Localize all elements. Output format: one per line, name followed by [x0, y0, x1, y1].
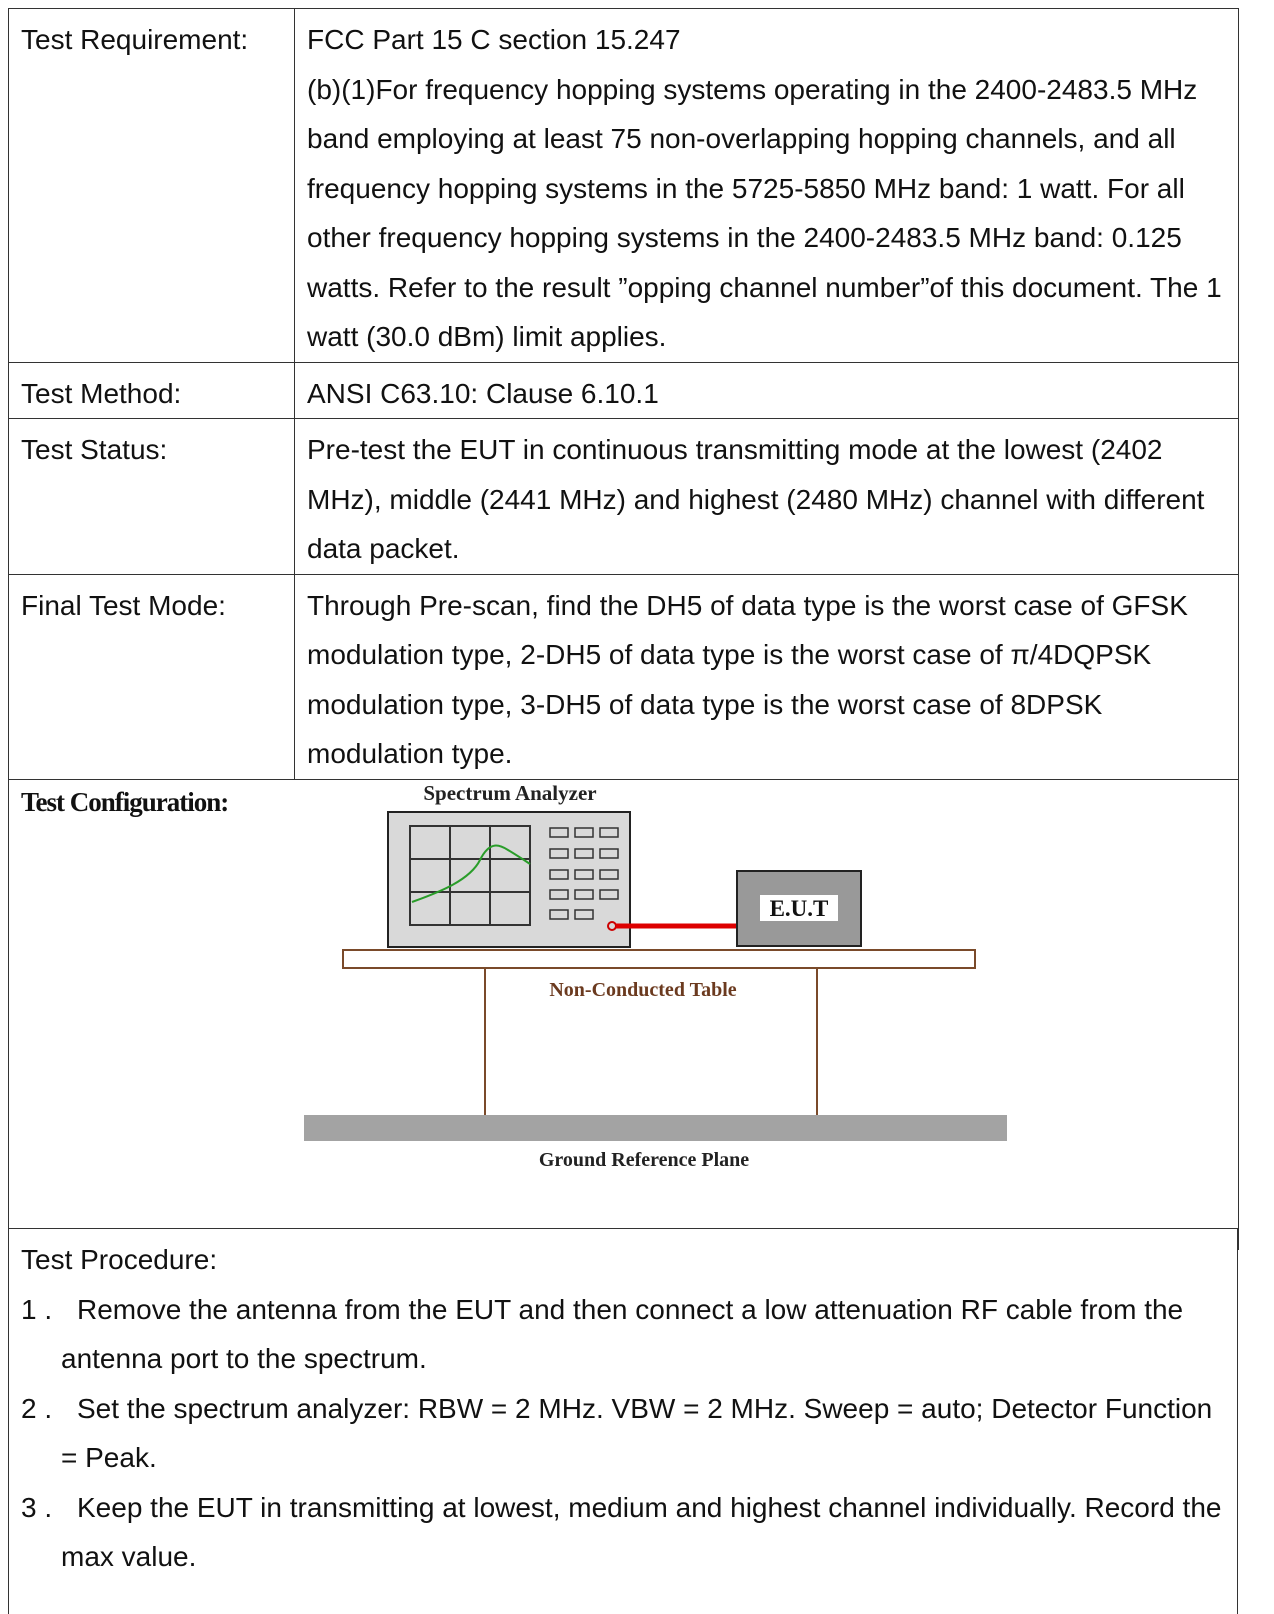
procedure-title: Test Procedure:	[21, 1244, 218, 1275]
row: Test Configuration:	[8, 778, 1239, 1250]
row: Test Status: Pre-test the EUT in continuo…	[8, 418, 1239, 575]
test-table: Test Requirement: FCC Part 15 C section 1…	[8, 8, 1239, 1250]
step-number: 2 .	[21, 1392, 53, 1424]
step-number: 3 .	[21, 1491, 53, 1523]
row: Test Requirement: FCC Part 15 C section 1…	[8, 8, 1239, 363]
row: Test Method: ANSI C63.10: Clause 6.10.1	[8, 361, 1239, 419]
label: Final Test Mode:	[8, 573, 295, 780]
label: Test Status:	[8, 418, 295, 575]
row: Final Test Mode: Through Pre-scan, find t…	[8, 573, 1239, 780]
text: FCC Part 15 C section 15.247	[307, 24, 681, 55]
content: FCC Part 15 C section 15.247 (b)(1)For fr…	[294, 8, 1239, 363]
content: ANSI C63.10: Clause 6.10.1	[294, 361, 1239, 419]
text: (b)(1)For frequency hopping systems oper…	[307, 73, 1222, 353]
step: 3 . Keep the EUT in transmitting at lowes…	[21, 1483, 1223, 1582]
content: Through Pre-scan, find the DH5 of data t…	[294, 573, 1239, 780]
step-number: 1 .	[21, 1293, 53, 1325]
label: Test Configuration:	[8, 778, 1239, 1250]
label: Test Requirement:	[8, 8, 295, 363]
text: Pre-test the EUT in continuous transmitt…	[307, 434, 1205, 564]
step-text: Keep the EUT in transmitting at lowest, …	[61, 1491, 1222, 1573]
step: 2 . Set the spectrum analyzer: RBW = 2 MH…	[21, 1384, 1223, 1483]
label: Test Method:	[8, 361, 295, 419]
step-text: Set the spectrum analyzer: RBW = 2 MHz. …	[61, 1392, 1213, 1474]
step-text: Remove the antenna from the EUT and then…	[61, 1293, 1184, 1375]
content: Pre-test the EUT in continuous transmitt…	[294, 418, 1239, 575]
step: 1 . Remove the antenna from the EUT and t…	[21, 1285, 1223, 1384]
procedure: Test Procedure: 1 . Remove the antenna fr…	[8, 1228, 1238, 1614]
text: Through Pre-scan, find the DH5 of data t…	[307, 589, 1188, 770]
text: ANSI C63.10: Clause 6.10.1	[307, 377, 659, 409]
